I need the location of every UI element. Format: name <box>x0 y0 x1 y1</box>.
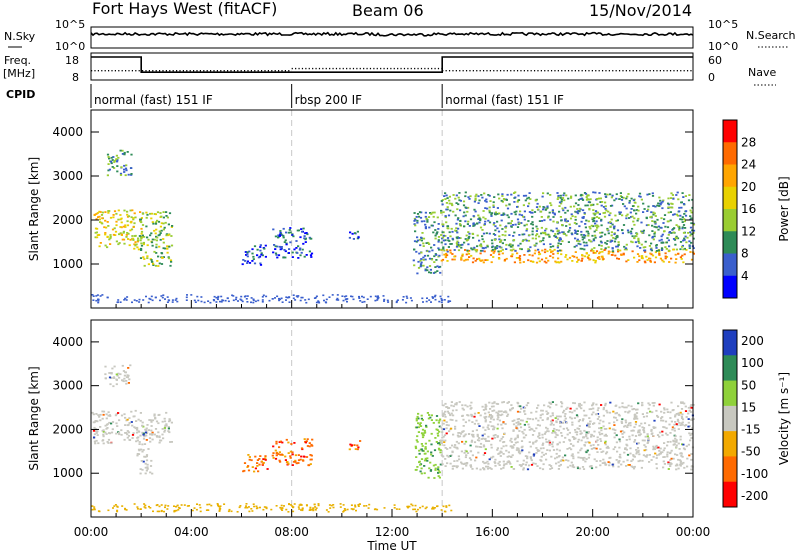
velocity_panel-colorbar-tick-1: 100 <box>741 356 764 370</box>
noise-panel-frame <box>90 26 694 49</box>
xtick-1: 04:00 <box>174 525 209 539</box>
power_panel-colorbar-tick-5: 8 <box>741 247 749 261</box>
freq-tick-top: 18 <box>65 54 79 67</box>
power_panel-colorbar-swatch-6 <box>723 253 737 277</box>
velocity_panel-colorbar-tick-2: 50 <box>741 378 756 392</box>
noise-left-label: N.Sky <box>4 30 36 43</box>
velocity_panel-colorbar-label: Velocity [m s⁻¹] <box>777 372 791 465</box>
xtick-0: 00:00 <box>74 525 109 539</box>
nave-tick-bottom: 0 <box>708 71 715 84</box>
power_panel-scatter-region-7 <box>440 248 695 264</box>
velocity_panel-colorbar-frame <box>722 329 738 508</box>
power_panel-colorbar-swatch-3 <box>723 186 737 210</box>
power_panel-colorbar-tick-4: 12 <box>741 224 756 238</box>
velocity_panel-colorbar-tick-0: 200 <box>741 334 764 348</box>
velocity_panel-colorbar-swatch-4 <box>723 431 737 457</box>
beam-label: Beam 06 <box>352 1 424 20</box>
freq-label-1: Freq. <box>4 54 31 67</box>
velocity_panel-ytick-3: 1000 <box>52 466 83 480</box>
xlabel: Time UT <box>366 539 417 553</box>
power_panel-colorbar-swatch-1 <box>723 142 737 165</box>
velocity_panel-colorbar-swatch-1 <box>723 355 737 382</box>
power_panel-colorbar-swatch-7 <box>723 275 737 299</box>
velocity_panel-colorbar-swatch-5 <box>723 456 737 483</box>
velocity_panel-scatter-region-5 <box>348 440 362 451</box>
freq-panel-frame <box>90 52 694 81</box>
xtick-5: 20:00 <box>575 525 610 539</box>
noise-right-label: N.Search <box>746 29 796 42</box>
power_panel-scatter-region-1 <box>106 149 133 177</box>
noise-sky-trace <box>90 31 694 37</box>
velocity_panel-ylabel: Slant Range [km] <box>27 366 41 470</box>
power_panel-colorbar-frame <box>722 119 738 299</box>
power_panel-colorbar-swatch-4 <box>723 209 737 232</box>
power_panel-colorbar-swatch-2 <box>723 164 737 188</box>
velocity_panel-colorbar-swatch-3 <box>723 405 737 432</box>
velocity_panel-colorbar-tick-4: -15 <box>741 423 761 437</box>
power_panel-colorbar-tick-3: 16 <box>741 202 756 216</box>
xtick-3: 12:00 <box>375 525 410 539</box>
cpid-segment-1: rbsp 200 IF <box>295 93 362 107</box>
noise-right-tick-top: 10^5 <box>708 18 738 31</box>
velocity_panel-ytick-2: 2000 <box>52 422 83 436</box>
power_panel-near-range-scatter <box>91 294 452 304</box>
velocity_panel-scatter-region-3 <box>242 454 269 473</box>
power_panel-colorbar-tick-0: 28 <box>741 135 756 149</box>
velocity_panel-near-range-scatter <box>91 503 453 513</box>
power_panel-ytick-2: 2000 <box>52 213 83 227</box>
nave-label: Nave <box>748 66 776 79</box>
cpid-label: CPID <box>6 88 35 101</box>
velocity_panel-scatter-region-2 <box>136 429 154 475</box>
freq-tick-bottom: 8 <box>72 71 79 84</box>
cpid-segment-2: normal (fast) 151 IF <box>445 93 564 107</box>
power_panel-ylabel: Slant Range [km] <box>27 157 41 261</box>
velocity_panel-colorbar-swatch-6 <box>723 481 737 508</box>
power_panel-scatter-region-2 <box>138 211 174 267</box>
power_panel-colorbar-swatch-5 <box>723 231 737 254</box>
power_panel-scatter-region-3 <box>241 244 267 266</box>
noise-right-tick-bottom: 10^0 <box>708 40 738 53</box>
date-label: 15/Nov/2014 <box>589 1 692 20</box>
noise-left-tick-top: 10^5 <box>55 18 85 31</box>
velocity_panel-colorbar-swatch-0 <box>723 330 737 356</box>
power_panel-colorbar-tick-1: 24 <box>741 158 756 172</box>
power_panel-scatter-region-8 <box>440 191 696 253</box>
power_panel-colorbar-label: Power [dB] <box>777 176 791 241</box>
noise-left-tick-bottom: 10^0 <box>55 40 85 53</box>
xtick-6: 00:00 <box>676 525 711 539</box>
power_panel-colorbar-tick-2: 20 <box>741 180 756 194</box>
power_panel-ytick-3: 1000 <box>52 257 83 271</box>
velocity_panel-colorbar-tick-3: 15 <box>741 400 756 414</box>
velocity_panel-scatter-region-6 <box>414 412 442 479</box>
power_panel-scatter-region-6 <box>412 211 442 275</box>
power_panel-scatter-region-5 <box>348 230 360 240</box>
freq-trace <box>91 56 693 73</box>
power_panel-colorbar-tick-6: 4 <box>741 269 749 283</box>
xtick-2: 08:00 <box>274 525 309 539</box>
cpid-segment-0: normal (fast) 151 IF <box>94 93 213 107</box>
velocity_panel-colorbar-tick-6: -100 <box>741 467 768 481</box>
velocity_panel-ytick-1: 3000 <box>52 379 83 393</box>
power_panel-ytick-0: 4000 <box>52 125 83 139</box>
site-title: Fort Hays West (fitACF) <box>92 0 277 18</box>
velocity_panel-colorbar-tick-7: -200 <box>741 489 768 503</box>
velocity_panel-background <box>91 320 693 517</box>
power_panel-background <box>91 110 693 308</box>
velocity_panel-scatter-region-4 <box>271 438 314 467</box>
velocity_panel-scatter-region-7 <box>439 401 695 471</box>
velocity_panel-colorbar-tick-5: -50 <box>741 445 761 459</box>
power_panel-scatter-region-0 <box>93 209 143 251</box>
nave-tick-top: 60 <box>708 54 722 67</box>
power_panel-colorbar-swatch-0 <box>723 120 737 143</box>
freq-label-2: [MHz] <box>3 67 35 80</box>
velocity_panel-ytick-0: 4000 <box>52 335 83 349</box>
velocity_panel-colorbar-swatch-2 <box>723 380 737 407</box>
power_panel-ytick-1: 3000 <box>52 169 83 183</box>
xtick-4: 16:00 <box>475 525 510 539</box>
power_panel-scatter-region-4 <box>272 227 314 259</box>
velocity_panel-scatter-region-1 <box>104 364 132 388</box>
